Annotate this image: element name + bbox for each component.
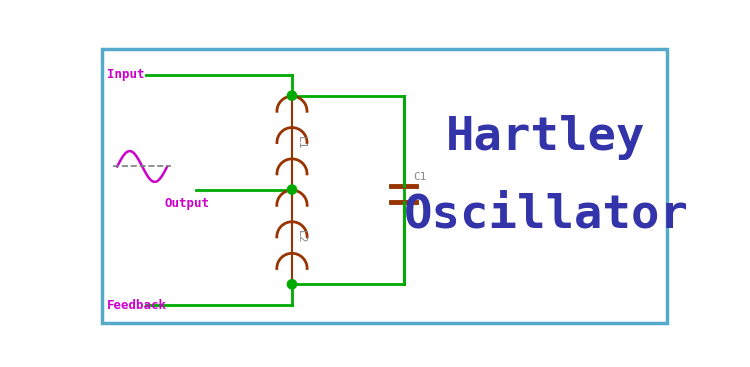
Text: Hartley: Hartley [446, 116, 646, 160]
Circle shape [287, 185, 296, 194]
FancyBboxPatch shape [102, 50, 667, 323]
Text: Feedback: Feedback [107, 299, 167, 312]
Circle shape [287, 280, 296, 289]
Text: Input: Input [107, 68, 145, 81]
Circle shape [287, 91, 296, 100]
Text: L1: L1 [296, 136, 306, 149]
Text: Oscillator: Oscillator [404, 192, 688, 237]
Text: C1: C1 [413, 172, 426, 182]
Text: L2: L2 [296, 230, 306, 244]
Text: Output: Output [165, 197, 210, 210]
